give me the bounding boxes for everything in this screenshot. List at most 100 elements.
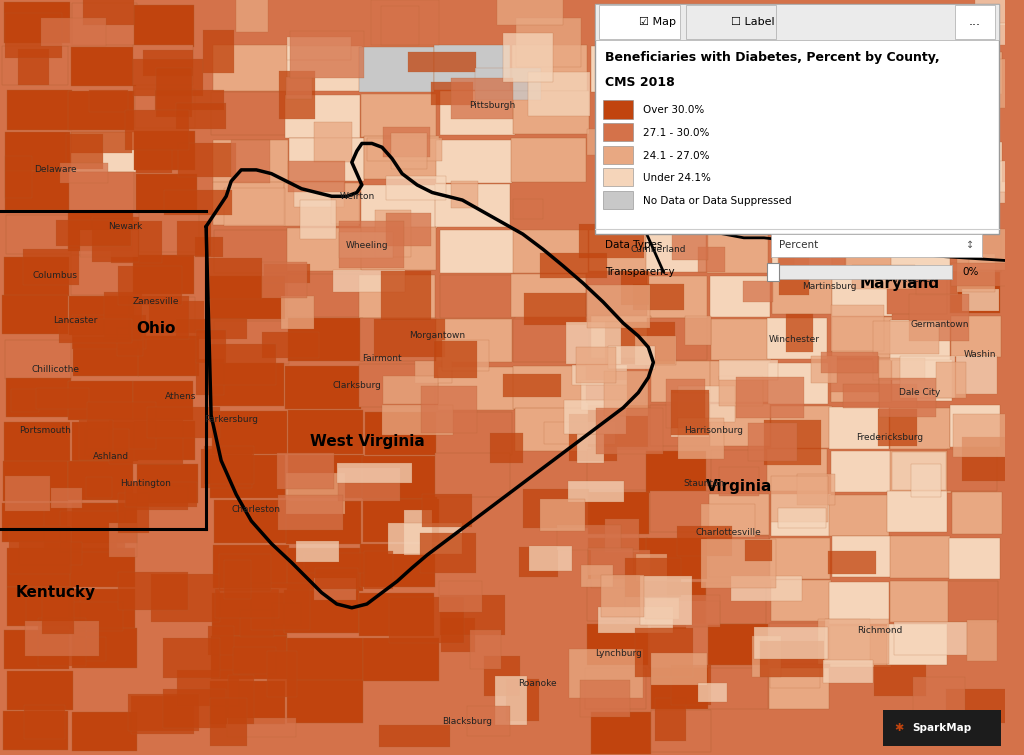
Text: 24.1 - 27.0%: 24.1 - 27.0% [643, 150, 710, 161]
Bar [830, 626, 891, 667]
Bar [515, 408, 591, 451]
FancyBboxPatch shape [603, 191, 633, 209]
Bar [513, 91, 589, 134]
Bar [913, 199, 949, 218]
Bar [830, 356, 880, 393]
Bar [811, 356, 837, 384]
Bar [841, 93, 882, 137]
Text: Pittsburgh: Pittsburgh [469, 101, 516, 110]
Bar [42, 593, 74, 634]
Bar [567, 482, 624, 501]
Bar [647, 276, 708, 318]
Bar [710, 276, 770, 317]
Bar [955, 356, 997, 394]
Bar [420, 532, 476, 573]
Bar [278, 495, 343, 530]
FancyBboxPatch shape [685, 5, 776, 39]
Bar [651, 710, 712, 752]
Bar [284, 590, 359, 633]
Text: Huntington: Huntington [121, 479, 171, 488]
Bar [4, 257, 70, 296]
Bar [761, 642, 823, 676]
Bar [818, 618, 890, 664]
Bar [829, 495, 889, 537]
Bar [890, 408, 950, 449]
Bar [36, 388, 89, 409]
Bar [833, 536, 892, 578]
Bar [213, 45, 288, 91]
Bar [24, 705, 66, 739]
Bar [128, 694, 200, 731]
Bar [69, 172, 134, 211]
Bar [890, 536, 950, 578]
Bar [89, 90, 128, 112]
Bar [152, 575, 220, 622]
Bar [752, 636, 780, 677]
Bar [700, 30, 726, 55]
Bar [650, 405, 711, 446]
Bar [286, 77, 311, 99]
Bar [719, 359, 778, 380]
Bar [650, 361, 711, 402]
Bar [932, 85, 997, 124]
Bar [936, 362, 967, 398]
Text: Fairmont: Fairmont [362, 354, 401, 363]
Bar [210, 276, 286, 319]
Bar [672, 393, 709, 436]
Bar [213, 544, 289, 587]
Bar [880, 378, 936, 417]
Text: No Data or Data Suppressed: No Data or Data Suppressed [643, 196, 792, 206]
Bar [557, 525, 622, 550]
Bar [874, 665, 926, 696]
Text: ✱: ✱ [895, 723, 904, 733]
Text: SparkMap: SparkMap [912, 723, 972, 733]
Bar [104, 291, 142, 340]
Bar [708, 667, 768, 709]
Bar [647, 601, 721, 624]
Bar [289, 455, 364, 498]
Bar [440, 596, 505, 635]
Bar [227, 676, 254, 724]
Bar [435, 184, 510, 227]
Bar [856, 76, 922, 119]
Bar [381, 271, 431, 319]
Bar [601, 575, 644, 618]
Bar [72, 628, 137, 667]
Bar [604, 322, 675, 365]
Bar [952, 52, 1002, 94]
Bar [72, 712, 137, 751]
Bar [68, 381, 133, 421]
Bar [608, 347, 655, 369]
Bar [436, 319, 512, 362]
Bar [949, 23, 1012, 45]
Text: Ashland: Ashland [92, 452, 129, 461]
Bar [367, 138, 441, 162]
Bar [58, 319, 132, 344]
Bar [513, 319, 589, 362]
Bar [143, 50, 194, 76]
Bar [591, 316, 651, 358]
Bar [959, 161, 1006, 193]
Bar [814, 10, 865, 34]
Bar [147, 407, 220, 439]
Bar [80, 230, 138, 257]
Bar [290, 31, 364, 78]
Bar [68, 211, 133, 251]
Bar [711, 97, 771, 138]
Bar [575, 347, 615, 383]
Bar [4, 422, 70, 461]
Text: ...: ... [969, 15, 981, 29]
Bar [872, 322, 939, 354]
Bar [890, 319, 950, 361]
Bar [952, 414, 1022, 457]
Bar [252, 583, 310, 630]
Bar [441, 618, 475, 652]
Bar [137, 464, 198, 504]
Text: CMS 2018: CMS 2018 [605, 76, 675, 89]
Bar [288, 547, 362, 590]
Text: Data Types: Data Types [605, 240, 663, 251]
Bar [5, 378, 71, 417]
Bar [771, 476, 827, 522]
Bar [589, 492, 648, 534]
Bar [565, 322, 622, 364]
